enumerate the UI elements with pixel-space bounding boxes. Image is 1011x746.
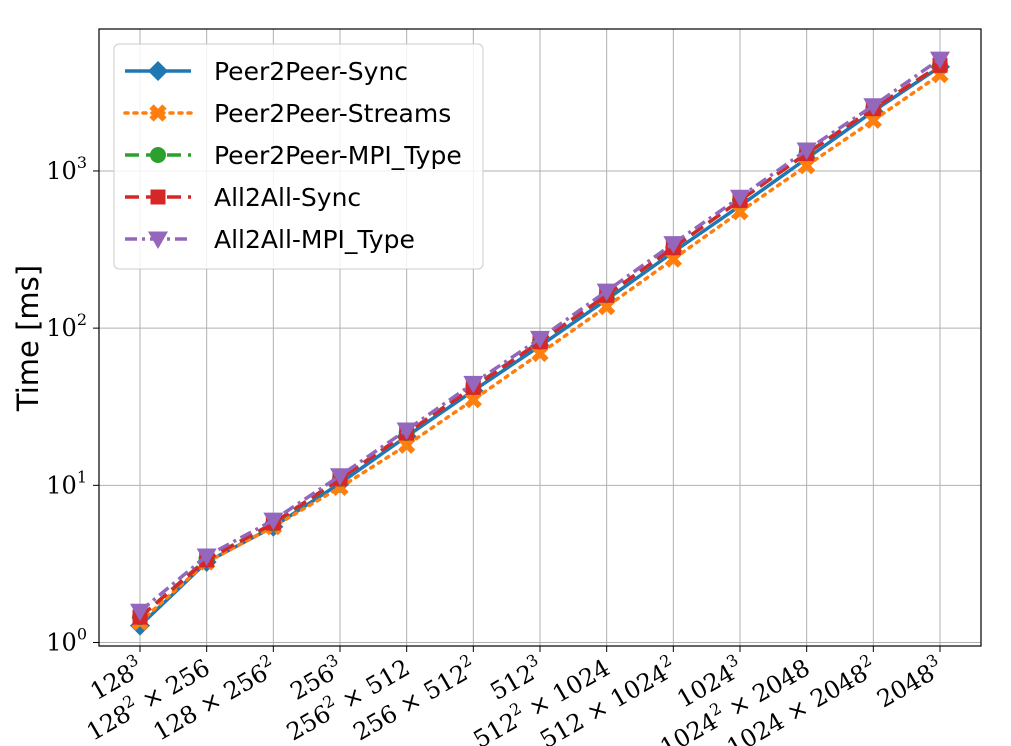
data-point bbox=[263, 512, 284, 531]
data-point bbox=[196, 548, 217, 567]
y-tick-label: 101 bbox=[46, 467, 87, 499]
y-tick-label: 100 bbox=[46, 624, 87, 656]
data-point bbox=[596, 283, 617, 302]
data-point bbox=[130, 603, 150, 622]
legend-label: Peer2Peer-Streams bbox=[214, 99, 451, 128]
data-point bbox=[398, 436, 416, 454]
legend-label: All2All-MPI_Type bbox=[214, 225, 415, 254]
data-point bbox=[663, 236, 684, 254]
legend-marker bbox=[150, 147, 166, 163]
legend-label: Peer2Peer-MPI_Type bbox=[214, 141, 462, 170]
data-point bbox=[396, 422, 417, 440]
y-axis: 100 101 102 103 bbox=[46, 153, 99, 656]
data-point bbox=[930, 51, 950, 70]
legend-marker bbox=[148, 231, 168, 249]
data-point bbox=[798, 157, 816, 175]
series-all2all-mpi-type bbox=[130, 51, 950, 622]
legend-item: Peer2Peer-Sync bbox=[125, 57, 408, 86]
y-axis-label: Time [ms] bbox=[11, 265, 45, 412]
data-point bbox=[863, 98, 884, 116]
legend-label: Peer2Peer-Sync bbox=[214, 57, 408, 86]
data-point bbox=[530, 330, 550, 349]
data-point bbox=[464, 391, 482, 409]
data-point bbox=[730, 189, 750, 208]
legend-item: Peer2Peer-MPI_Type bbox=[125, 141, 462, 170]
y-tick-label: 103 bbox=[46, 153, 87, 185]
data-point bbox=[330, 468, 350, 486]
legend-item: All2All-MPI_Type bbox=[125, 225, 415, 254]
series-layer bbox=[130, 51, 950, 636]
x-tick-label: 20483 bbox=[870, 650, 948, 713]
data-point bbox=[463, 375, 484, 394]
legend-marker bbox=[148, 61, 168, 81]
svg-text:20483: 20483 bbox=[870, 650, 948, 713]
legend-label: All2All-Sync bbox=[214, 183, 361, 212]
legend-marker bbox=[150, 189, 166, 205]
legend-item: All2All-Sync bbox=[125, 183, 361, 212]
y-tick-label: 102 bbox=[46, 310, 87, 342]
data-point bbox=[796, 142, 817, 160]
legend-item: Peer2Peer-Streams bbox=[123, 99, 451, 128]
legend-marker bbox=[149, 104, 167, 122]
legend: Peer2Peer-Sync Peer2Peer-Streams Peer2Peer… bbox=[113, 43, 484, 270]
legend-box bbox=[113, 43, 484, 270]
